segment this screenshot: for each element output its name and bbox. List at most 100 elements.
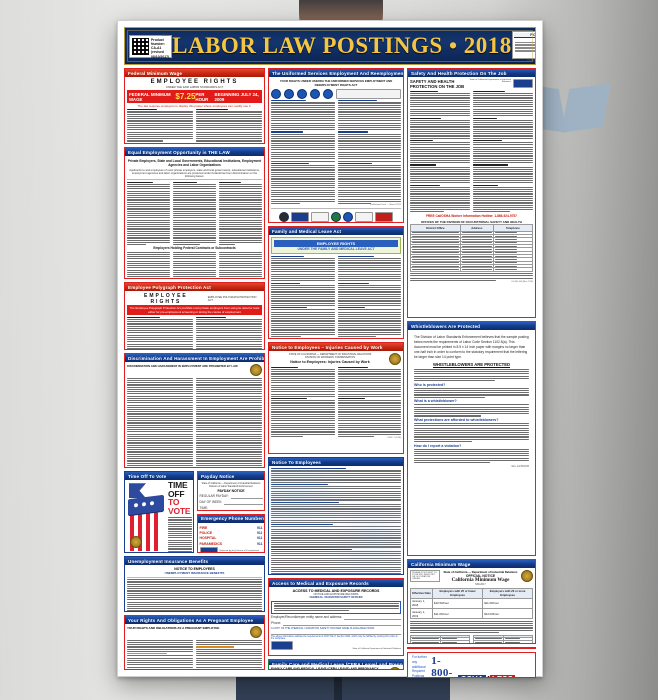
emergency-value-hospital: 911 — [257, 536, 263, 541]
product-number-box: REV Product Number: CA-A1 (revised 08/10… — [129, 33, 173, 59]
panel-notice-injuries-caused-by-work[interactable]: Notice to Employees – Injuries Caused by… — [268, 342, 404, 454]
panel-emergency-phone-numbers[interactable]: Emergency Phone Numbers FIRE 911 POLICE 91… — [197, 513, 265, 553]
state-seal-icon — [250, 364, 262, 377]
payday-form-title: PAYDAY NOTICE — [217, 488, 245, 493]
panel-title: Emergency Phone Numbers — [198, 514, 264, 523]
payday-label-2: DAY OF WEEK: — [199, 499, 223, 504]
table-row — [410, 267, 534, 272]
panel-time-off-to-vote[interactable]: Time Off To Vote — [124, 471, 194, 553]
fmla-box-header: EMPLOYEE RIGHTS — [274, 240, 398, 248]
whistleblower-footnote: Rev. 12/15/2015 — [511, 465, 529, 469]
panel-unemployment-insurance-benefits[interactable]: Unemployment Insurance Benefits NOTICE T… — [124, 556, 265, 612]
minimum-wage-bar: FEDERAL MINIMUM WAGE $7.25 PER HOUR BEGI… — [127, 90, 262, 104]
panel-whistleblowers-protected[interactable]: Whistleblowers Are Protected The Divisio… — [407, 321, 536, 556]
footer-left-line-2: Postings or Pay Data Questions, — [412, 674, 425, 678]
panel-federal-minimum-wage[interactable]: Federal Minimum Wage EMPLOYEE RIGHTS UND… — [124, 68, 265, 144]
panel-discrimination-harassment[interactable]: Discrimination And Harassment In Employm… — [124, 353, 265, 468]
emergency-label-fire: FIRE — [199, 525, 208, 530]
userra-heading: YOUR RIGHTS UNDER USERRA THE UNIFORMED S… — [279, 79, 393, 88]
footer-phone-number[interactable]: 1-800-366-7377 — [431, 655, 453, 678]
dwc-footnote: DWC 7 (1/16) — [387, 437, 401, 440]
qr-code-icon — [132, 37, 149, 55]
brand-less: LESS — [490, 674, 515, 677]
fmla-box: EMPLOYEE RIGHTS UNDER THE FAMILY AND MED… — [271, 237, 401, 255]
cmw-cell-date-1: January 1, 2018 — [409, 597, 434, 610]
panel-equal-employment-opportunity[interactable]: Equal Employment Opportunity is THE LAW … — [124, 147, 265, 279]
panel-california-minimum-wage[interactable]: California Minimum Wage PLEASE POST NEXT… — [407, 559, 536, 644]
panel-employee-polygraph-protection-act[interactable]: Employee Polygraph Protection Act EMPLOY… — [124, 282, 265, 350]
amer-label-3: A COPY OF THE CHEMICAL / RADIATION SAFET… — [271, 626, 375, 630]
calosha-hotline: FREE Cal/OSHA Worker Information Hotline… — [426, 214, 517, 219]
panel-title: Family Care and Medical Leave (CFRA Leav… — [269, 660, 403, 665]
panel-title: Discrimination And Harassment In Employm… — [125, 354, 264, 363]
poster-locator-box: POSTER LOCATOR — [511, 30, 535, 59]
panel-notice-to-employees[interactable]: Notice To Employees DE 35 Rev. 19 (1-17)… — [268, 457, 404, 575]
safety-agency: State of California Department of Indust… — [469, 79, 511, 84]
amer-input-3[interactable] — [271, 630, 401, 635]
emergency-label-paramedics: PARAMEDICS — [199, 541, 223, 546]
wage-note: The law requires employers to display th… — [137, 104, 252, 109]
dol-seal-icon — [279, 211, 289, 222]
copyright-notice: Copyright © 2017 ELITE BUSINESS VENTURES… — [527, 58, 536, 62]
column-3: Safety And Health Protection On The Job … — [407, 68, 536, 678]
state-seal-icon — [521, 570, 533, 583]
wage-unit: PER HOUR — [195, 91, 209, 102]
panel-pregnant-employee-rights[interactable]: Your Rights And Obligations As A Pregnan… — [124, 615, 265, 670]
panel-cfra-pregnancy-disability-leave[interactable]: Family Care and Medical Leave (CFRA Leav… — [268, 659, 404, 670]
payday-input-2[interactable] — [224, 500, 263, 505]
whistleblower-intro: The Division of Labor Standards Enforcem… — [414, 335, 529, 359]
panel-title: Family and Medical Leave Act — [269, 227, 403, 236]
flag-shape-icon — [129, 483, 146, 499]
emergency-footer-left: Enforced by the Division of Occupational… — [219, 550, 259, 552]
panel-paid-sick-leave[interactable]: Paid Sick Leave State of California — De… — [407, 647, 536, 649]
product-rev-label: REV — [162, 33, 170, 38]
vets-logo-icon — [291, 211, 309, 222]
payday-agency: State of California — Department of Indu… — [201, 481, 261, 485]
labor-law-poster[interactable]: REV Product Number: CA-A1 (revised 08/10… — [117, 20, 543, 678]
payday-division: Division of Labor Standards Enforcement — [209, 484, 253, 488]
panel-safety-health-protection[interactable]: Safety And Health Protection On The Job … — [407, 68, 536, 318]
whistleblower-q3: What protections are afforded to whistle… — [414, 418, 499, 423]
panel-userra[interactable]: The Uniformed Services Employment And Re… — [268, 68, 404, 223]
pregnant-heading: YOUR RIGHTS AND OBLIGATIONS AS A PREGNAN… — [127, 626, 220, 631]
amer-input-1[interactable] — [344, 615, 401, 620]
polygraph-subheading: EMPLOYEE POLYGRAPH PROTECTION ACT — [207, 296, 257, 303]
panel-family-medical-leave-act[interactable]: Family and Medical Leave Act EMPLOYEE RI… — [268, 226, 404, 339]
whistleblower-q4: How do I report a violation? — [414, 443, 462, 448]
cmw-header-effective-date: Effective Date — [409, 587, 434, 599]
panel-access-medical-exposure-records[interactable]: Access to Medical and Exposure Records A… — [268, 578, 404, 656]
cmw-cell-small-1: $10.50/hour — [432, 597, 484, 610]
poster-body: Federal Minimum Wage EMPLOYEE RIGHTS UND… — [124, 68, 536, 678]
army-seal-icon — [271, 88, 281, 99]
dosh-offices-heading: OFFICES OF THE DIVISION OF OCCUPATIONAL … — [421, 220, 522, 225]
vote-headline-2: TO VOTE — [168, 497, 191, 516]
coast-guard-seal-icon — [323, 88, 333, 99]
column-1: Federal Minimum Wage EMPLOYEE RIGHTS UND… — [124, 68, 265, 670]
safety-footnote: DOSH 100 (Rev 7/16) — [511, 280, 533, 283]
emergency-value-fire: 911 — [257, 525, 263, 530]
brand-logo[interactable]: OSHA 4 LESS .com — [458, 674, 534, 678]
panel-title: Safety And Health Protection On The Job — [408, 69, 535, 78]
wage-value: $7.25 — [175, 92, 196, 102]
panel-payday-notice[interactable]: Payday Notice State of California — Depa… — [197, 471, 265, 511]
esgr-logo-icon — [311, 211, 329, 222]
payday-input-1[interactable] — [230, 494, 263, 499]
panel-title: Paid Sick Leave — [408, 648, 535, 649]
marines-seal-icon — [310, 88, 320, 99]
wage-label: FEDERAL MINIMUM WAGE — [129, 91, 171, 102]
panel-contact-footer[interactable]: For further any additional Required Post… — [407, 652, 536, 678]
calosha-logo-icon — [199, 547, 218, 552]
eeo-sub-3: Employers Holding Federal Contracts or S… — [153, 246, 236, 251]
amer-footer-right: State of California Department of Indust… — [352, 647, 401, 650]
calosha-logo-icon — [513, 79, 533, 89]
panel-title: Whistleblowers Are Protected — [408, 322, 535, 331]
usdol-logo-icon — [375, 211, 393, 222]
state-seal-icon — [389, 353, 401, 366]
safety-heading: SAFETY AND HEALTH PROTECTION ON THE JOB — [410, 79, 465, 90]
cmw-cell-date-2: January 1, 2019 — [409, 608, 434, 620]
brand-com: .com — [515, 675, 534, 678]
amer-input-2[interactable] — [283, 621, 401, 626]
state-seal-icon — [130, 536, 142, 548]
payday-input-3[interactable] — [210, 506, 263, 510]
poster-banner: REV Product Number: CA-A1 (revised 08/10… — [124, 27, 536, 65]
